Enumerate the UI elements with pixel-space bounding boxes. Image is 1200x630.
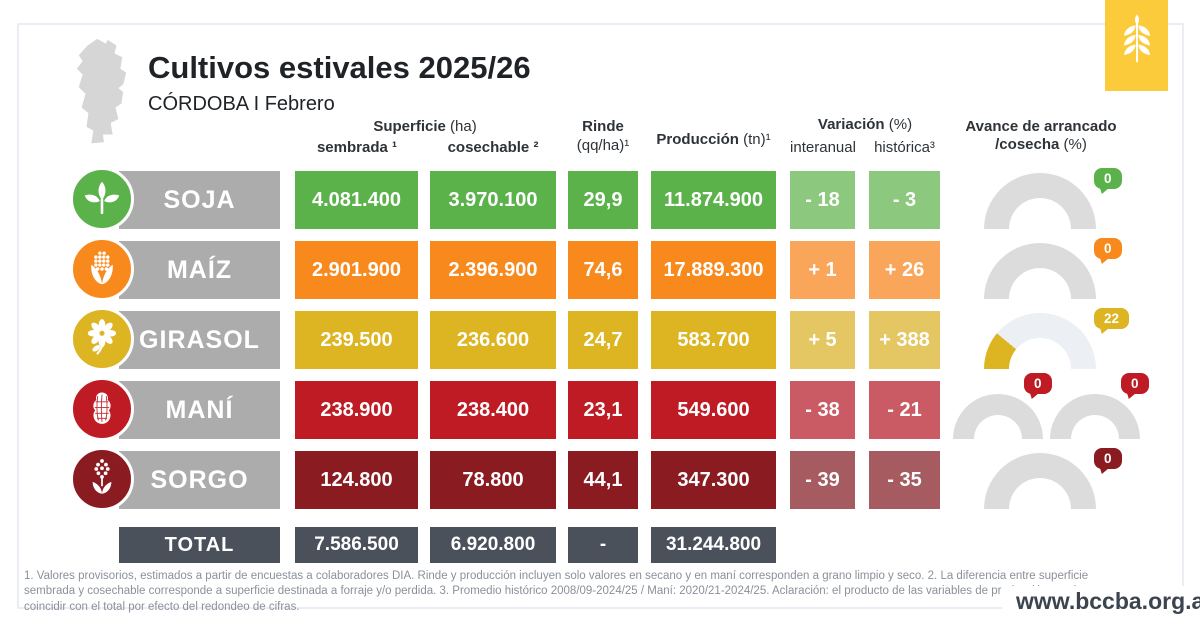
header-interanual: interanual [790,139,856,156]
cell-maiz-var-interanual: + 1 [790,241,855,299]
crop-row-sorgo: SORGO 124.800 78.800 44,1 347.300 - 39 -… [0,447,1200,511]
cell-maiz-cosechable: 2.396.900 [430,241,556,299]
header-superficie-unit: (ha) [445,118,477,135]
cell-sorgo-produccion: 347.300 [651,451,776,509]
cell-sorgo-rinde: 44,1 [568,451,638,509]
crop-name-maiz: MAÍZ [119,241,280,299]
cell-maiz-produccion: 17.889.300 [651,241,776,299]
page-subtitle: CÓRDOBA I Febrero [148,93,335,115]
header-produccion-label: Producción [656,131,739,148]
gauge-hole [1009,198,1071,229]
website-link[interactable]: www.bccba.org.ar [1002,586,1200,619]
cell-maiz-var-historica: + 26 [869,241,940,299]
badge-soja-avance: 0 [1094,168,1122,189]
header-superficie-label: Superficie [373,118,446,135]
cell-total-produccion: 31.244.800 [651,527,776,563]
header-rinde-unit: (qq/ha)¹ [576,137,630,154]
cell-girasol-sembrada: 239.500 [295,311,418,369]
header-cosechable: cosechable ² [447,139,539,156]
crop-name-soja: SOJA [119,171,280,229]
cell-soja-var-interanual: - 18 [790,171,855,229]
header-produccion: Producción (tn)¹ [631,131,796,148]
cell-total-cosechable: 6.920.800 [430,527,556,563]
badge-mani-cosecha: 0 [1121,373,1149,394]
cell-sorgo-sembrada: 124.800 [295,451,418,509]
gauge-maiz-avance [984,243,1096,299]
cell-girasol-var-interanual: + 5 [790,311,855,369]
header-avance-line2-label: /cosecha [995,136,1060,153]
cell-girasol-produccion: 583.700 [651,311,776,369]
header-avance-line1: Avance de arrancado [965,118,1117,135]
crop-name-sorgo: SORGO [119,451,280,509]
sunflower-icon [70,307,134,371]
header-rinde: Rinde [582,118,624,135]
badge-mani-arrancado: 0 [1024,373,1052,394]
cell-total-sembrada: 7.586.500 [295,527,418,563]
gauge-girasol-avance [984,313,1096,369]
cell-mani-var-interanual: - 38 [790,381,855,439]
crop-row-girasol: GIRASOL 239.500 236.600 24,7 583.700 + 5… [0,307,1200,371]
cell-soja-rinde: 29,9 [568,171,638,229]
crop-row-mani: MANÍ 238.900 238.400 23,1 549.600 - 38 -… [0,373,1200,441]
total-row: TOTAL 7.586.500 6.920.800 - 31.244.800 [0,527,1200,563]
header-historica: histórica³ [874,139,935,156]
cell-mani-var-historica: - 21 [869,381,940,439]
cell-mani-cosechable: 238.400 [430,381,556,439]
cell-maiz-rinde: 74,6 [568,241,638,299]
footnote-text: 1. Valores provisorios, estimados a part… [24,570,1099,613]
cell-girasol-cosechable: 236.600 [430,311,556,369]
header-produccion-unit: (tn)¹ [738,131,771,148]
peanut-icon [70,377,134,441]
cell-soja-produccion: 11.874.900 [651,171,776,229]
corn-cob-icon [70,237,134,301]
cell-soja-sembrada: 4.081.400 [295,171,418,229]
sorghum-icon [70,447,134,511]
cell-mani-produccion: 549.600 [651,381,776,439]
badge-girasol-avance: 22 [1094,308,1130,329]
gauge-hole [974,415,1022,439]
cell-mani-sembrada: 238.900 [295,381,418,439]
crop-name-mani: MANÍ [119,381,280,439]
total-label: TOTAL [119,527,280,563]
cell-sorgo-var-historica: - 35 [869,451,940,509]
cell-sorgo-cosechable: 78.800 [430,451,556,509]
soy-plant-icon [70,167,134,231]
header-variacion: Variación (%) [795,116,935,133]
page-title: Cultivos estivales 2025/26 [148,50,531,85]
header-sembrada: sembrada ¹ [316,139,398,156]
header-avance-line2-unit: (%) [1059,136,1087,153]
crop-row-maiz: MAÍZ 2.901.900 2.396.900 74,6 17.889.300… [0,237,1200,301]
cell-sorgo-var-interanual: - 39 [790,451,855,509]
gauge-sorgo-avance [984,453,1096,509]
cell-mani-rinde: 23,1 [568,381,638,439]
cell-maiz-sembrada: 2.901.900 [295,241,418,299]
gauge-hole [1009,338,1071,369]
gauge-mani-cosecha [1050,394,1140,439]
gauge-soja-avance [984,173,1096,229]
cell-total-rinde: - [568,527,638,563]
header-superficie: Superficie (ha) [345,118,505,135]
cell-girasol-rinde: 24,7 [568,311,638,369]
badge-maiz-avance: 0 [1094,238,1122,259]
gauge-hole [1071,415,1119,439]
cell-girasol-var-historica: + 388 [869,311,940,369]
badge-sorgo-avance: 0 [1094,448,1122,469]
header-variacion-label: Variación [817,116,885,133]
header-avance-line2: /cosecha (%) [951,136,1131,153]
cell-soja-var-historica: - 3 [869,171,940,229]
gauge-hole [1009,478,1071,509]
cordoba-province-map-icon [76,38,127,144]
wheat-spike-icon [1105,0,1168,91]
gauge-hole [1009,268,1071,299]
crop-name-girasol: GIRASOL [119,311,280,369]
gauge-mani-arrancado [953,394,1043,439]
header-variacion-unit: (%) [884,116,913,133]
cell-soja-cosechable: 3.970.100 [430,171,556,229]
crop-row-soja: SOJA 4.081.400 3.970.100 29,9 11.874.900… [0,167,1200,231]
